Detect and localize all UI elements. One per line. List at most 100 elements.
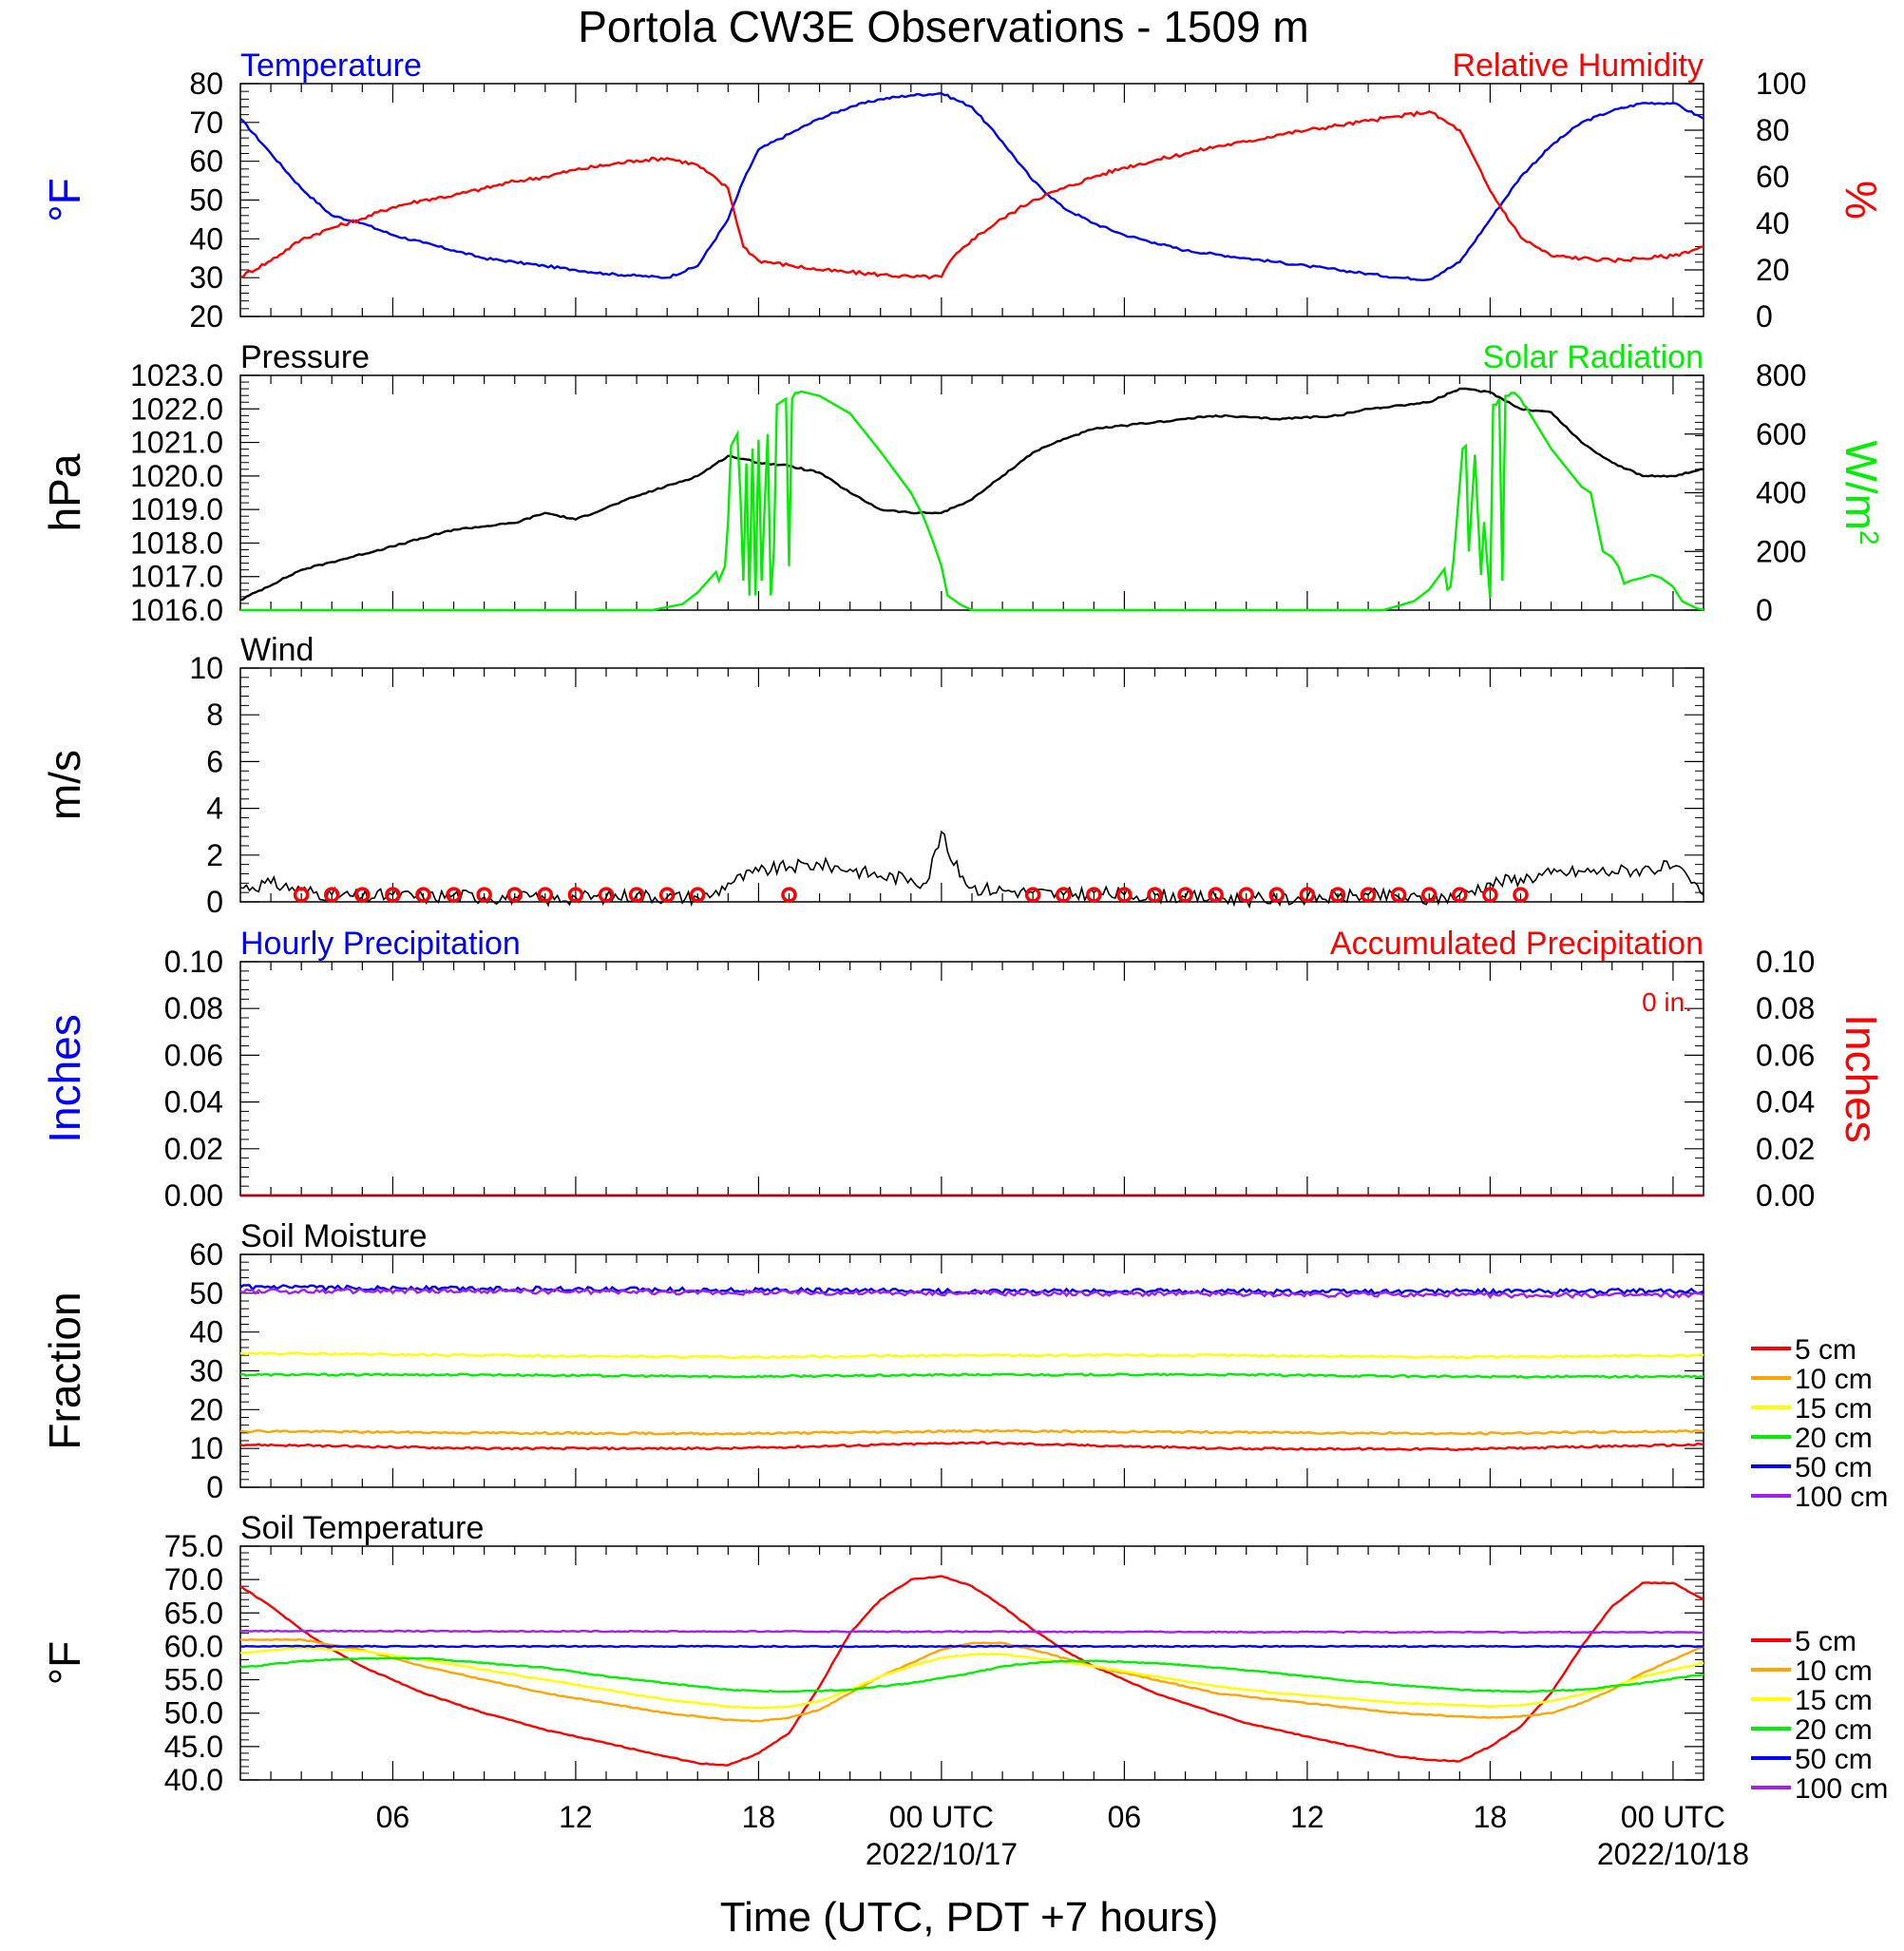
wind-direction-marker	[1116, 887, 1133, 903]
y-tick-label: 0	[206, 885, 223, 919]
series-line-20-cm	[239, 1372, 1704, 1379]
wind-direction-marker	[781, 887, 797, 903]
series-line-5-cm	[239, 1441, 1704, 1452]
wind-direction-marker	[1452, 887, 1468, 903]
y-tick-label: 0.02	[164, 1132, 223, 1166]
wind-direction-marker	[567, 887, 584, 903]
wind-direction-marker	[476, 887, 492, 903]
y-tick-label: 20	[189, 299, 223, 334]
y-tick-label: 6	[206, 744, 223, 778]
y-right-tick-label: 0.08	[1756, 991, 1815, 1025]
wind-direction-marker	[1268, 887, 1285, 903]
y-right-tick-label: 800	[1756, 358, 1806, 392]
y-tick-label: 1017.0	[130, 560, 223, 594]
panel-title-right: Solar Radiation	[1483, 339, 1704, 375]
wind-direction-marker	[1360, 887, 1377, 903]
wind-direction-marker	[537, 887, 554, 903]
x-date-label: 2022/10/18	[1597, 1837, 1749, 1871]
series-line-15-cm	[239, 1351, 1704, 1360]
wind-direction-marker	[354, 887, 371, 903]
y-tick-label: 70	[189, 105, 223, 140]
panel-title-left: Pressure	[240, 339, 370, 375]
wind-direction-marker	[1421, 887, 1438, 903]
y-axis-title-left: °F	[40, 178, 89, 222]
wind-direction-marker	[1086, 887, 1102, 903]
wind-direction-marker	[1390, 887, 1407, 903]
y-right-tick-label: 0.02	[1756, 1132, 1815, 1166]
y-tick-label: 65.0	[164, 1596, 223, 1630]
y-tick-label: 60.0	[164, 1629, 223, 1663]
y-tick-label: 70.0	[164, 1562, 223, 1597]
y-right-tick-label: 600	[1756, 417, 1806, 451]
y-tick-label: 1016.0	[130, 593, 223, 627]
panel-soil-temperature: 40.045.050.055.060.065.070.075.0 Soil Tem…	[40, 1510, 1888, 1805]
y-tick-label: 2	[206, 838, 223, 872]
y-tick-label: 50	[189, 183, 223, 218]
wind-direction-marker	[1299, 887, 1316, 903]
wind-direction-marker	[1329, 887, 1346, 903]
wind-direction-marker	[293, 887, 310, 903]
wind-direction-marker	[415, 887, 431, 903]
plot-frame	[239, 83, 1704, 317]
wind-direction-marker	[690, 887, 706, 903]
series-line-100-cm	[239, 1287, 1704, 1300]
legend-label: 50 cm	[1795, 1744, 1873, 1775]
x-tick-label: 06	[1108, 1800, 1142, 1834]
y-right-tick-label: 0	[1756, 593, 1773, 627]
x-tick-label: 06	[376, 1800, 410, 1834]
panel-pressure-solar: 1016.01017.01018.01019.01020.01021.01022…	[40, 339, 1886, 627]
wind-direction-marker	[1147, 887, 1163, 903]
plot-frame	[239, 374, 1704, 611]
y-right-tick-label: 0.00	[1756, 1178, 1815, 1213]
legend-label: 100 cm	[1795, 1773, 1888, 1805]
legend-label: 20 cm	[1795, 1423, 1873, 1454]
panel-title-left: Soil Temperature	[240, 1510, 484, 1546]
legend-label: 50 cm	[1795, 1452, 1873, 1483]
legend-label: 15 cm	[1795, 1685, 1873, 1716]
legend-label: 20 cm	[1795, 1714, 1873, 1746]
y-tick-label: 40	[189, 1315, 223, 1349]
series-line-50-cm	[239, 1644, 1704, 1649]
series-line-pressure	[239, 387, 1704, 602]
y-axis-title-left: Inches	[40, 1014, 89, 1143]
series-line-relative-humidity	[239, 110, 1704, 280]
y-right-tick-label: 100	[1756, 67, 1806, 101]
x-tick-label: 12	[559, 1800, 593, 1834]
panel-title-right: Accumulated Precipitation	[1330, 926, 1704, 962]
y-tick-label: 45.0	[164, 1730, 223, 1764]
series-line-20-cm	[239, 1656, 1704, 1693]
series-line-solar-radiation	[240, 390, 1704, 612]
panel-title-left: Soil Moisture	[240, 1218, 428, 1254]
wind-direction-marker	[1177, 887, 1193, 903]
y-right-tick-label: 400	[1756, 476, 1806, 510]
y-tick-label: 8	[206, 698, 223, 732]
wind-direction-marker	[1238, 887, 1254, 903]
x-tick-label: 00 UTC	[889, 1800, 994, 1834]
figure-title: Portola CW3E Observations - 1509 m	[578, 2, 1309, 51]
wind-direction-marker	[658, 887, 676, 903]
y-right-tick-label: 200	[1756, 534, 1806, 568]
wind-direction-marker	[628, 887, 645, 903]
y-tick-label: 1022.0	[130, 392, 223, 426]
x-tick-label: 12	[1290, 1800, 1324, 1834]
plot-frame	[239, 1545, 1704, 1781]
y-tick-label: 0.04	[164, 1085, 223, 1119]
legend-label: 15 cm	[1795, 1393, 1873, 1425]
panel-title-right: Relative Humidity	[1452, 48, 1704, 84]
x-tick-label: 00 UTC	[1621, 1800, 1725, 1834]
y-axis-title-right: Inches	[1837, 1014, 1886, 1143]
y-tick-label: 50	[189, 1276, 223, 1310]
y-tick-label: 20	[189, 1392, 223, 1426]
y-tick-label: 60	[189, 144, 223, 179]
series-line-15-cm	[239, 1646, 1704, 1710]
y-axis-title-right: W/m2	[1837, 440, 1886, 545]
y-tick-label: 1020.0	[130, 459, 223, 493]
y-tick-label: 40	[189, 221, 223, 256]
x-tick-label: 18	[742, 1800, 776, 1834]
y-axis-title-left: m/s	[40, 750, 89, 820]
panel-title-left: Wind	[240, 632, 314, 668]
legend-label: 100 cm	[1795, 1482, 1888, 1513]
y-right-tick-label: 0.10	[1756, 945, 1815, 979]
